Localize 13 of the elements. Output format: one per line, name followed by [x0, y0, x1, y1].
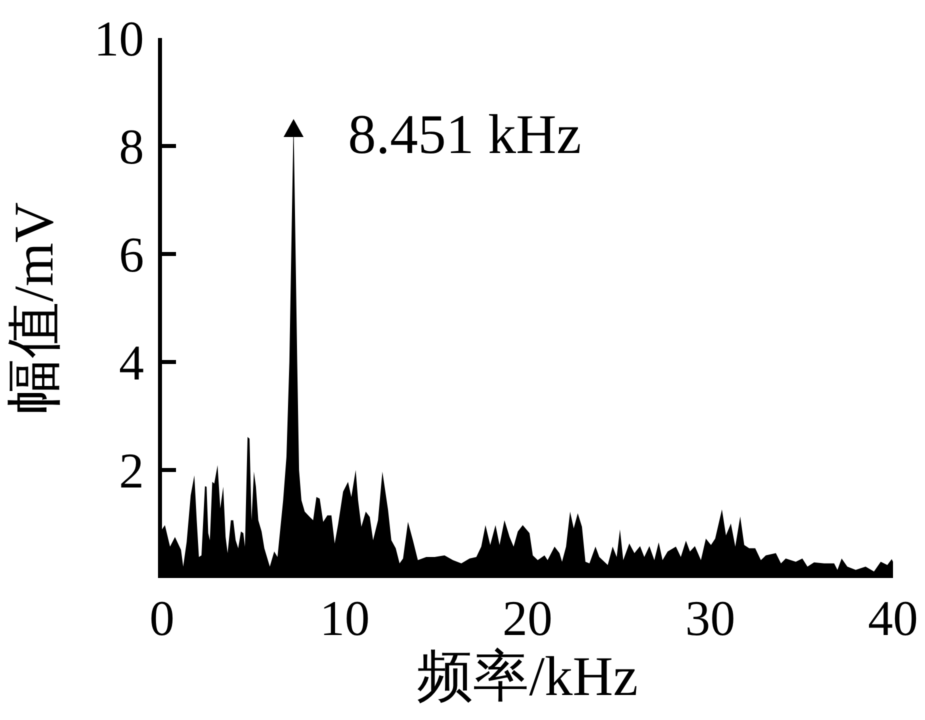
annotation: 8.451 kHz — [348, 104, 582, 166]
x-tick-label: 40 — [868, 590, 918, 646]
y-axis-title: 幅值/mV — [3, 202, 66, 414]
y-tick-label: 2 — [119, 442, 144, 498]
x-tick-label: 20 — [502, 590, 552, 646]
x-tick-label: 10 — [320, 590, 370, 646]
x-axis-title: 频率/kHz — [417, 646, 638, 708]
y-tick-label: 8 — [119, 118, 144, 174]
x-tick-label: 0 — [150, 590, 174, 646]
y-tick-label: 10 — [94, 10, 144, 66]
y-tick-label: 4 — [119, 334, 144, 390]
x-tick-label: 30 — [685, 590, 736, 646]
y-tick-label: 6 — [119, 226, 144, 282]
